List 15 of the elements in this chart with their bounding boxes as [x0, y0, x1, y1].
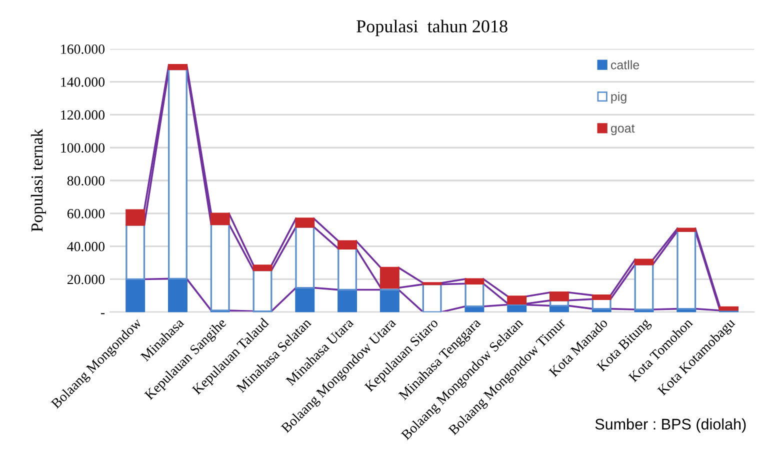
legend-label: pig: [611, 92, 626, 104]
y-tick-label: 20.000: [67, 274, 105, 284]
y-tick-label: 60.000: [67, 209, 105, 218]
y-axis-title: Populasi ternak: [30, 128, 46, 232]
y-tick-label: 80.000: [67, 176, 105, 186]
y-tick-label: 100.000: [61, 143, 105, 153]
legend-label: catlle: [610, 60, 640, 70]
y-tick-label: 120.000: [61, 110, 105, 120]
y-tick-label: 140.000: [61, 77, 105, 87]
text: Sumber : BPS (diolah): [595, 418, 746, 433]
chart-title: Populasi tahun 2018: [356, 20, 508, 36]
y-tick-label: 160.000: [61, 44, 105, 54]
legend-label: goat: [610, 124, 635, 136]
y-tick-label: -: [100, 313, 105, 314]
y-tick-label: 40.000: [67, 242, 105, 252]
